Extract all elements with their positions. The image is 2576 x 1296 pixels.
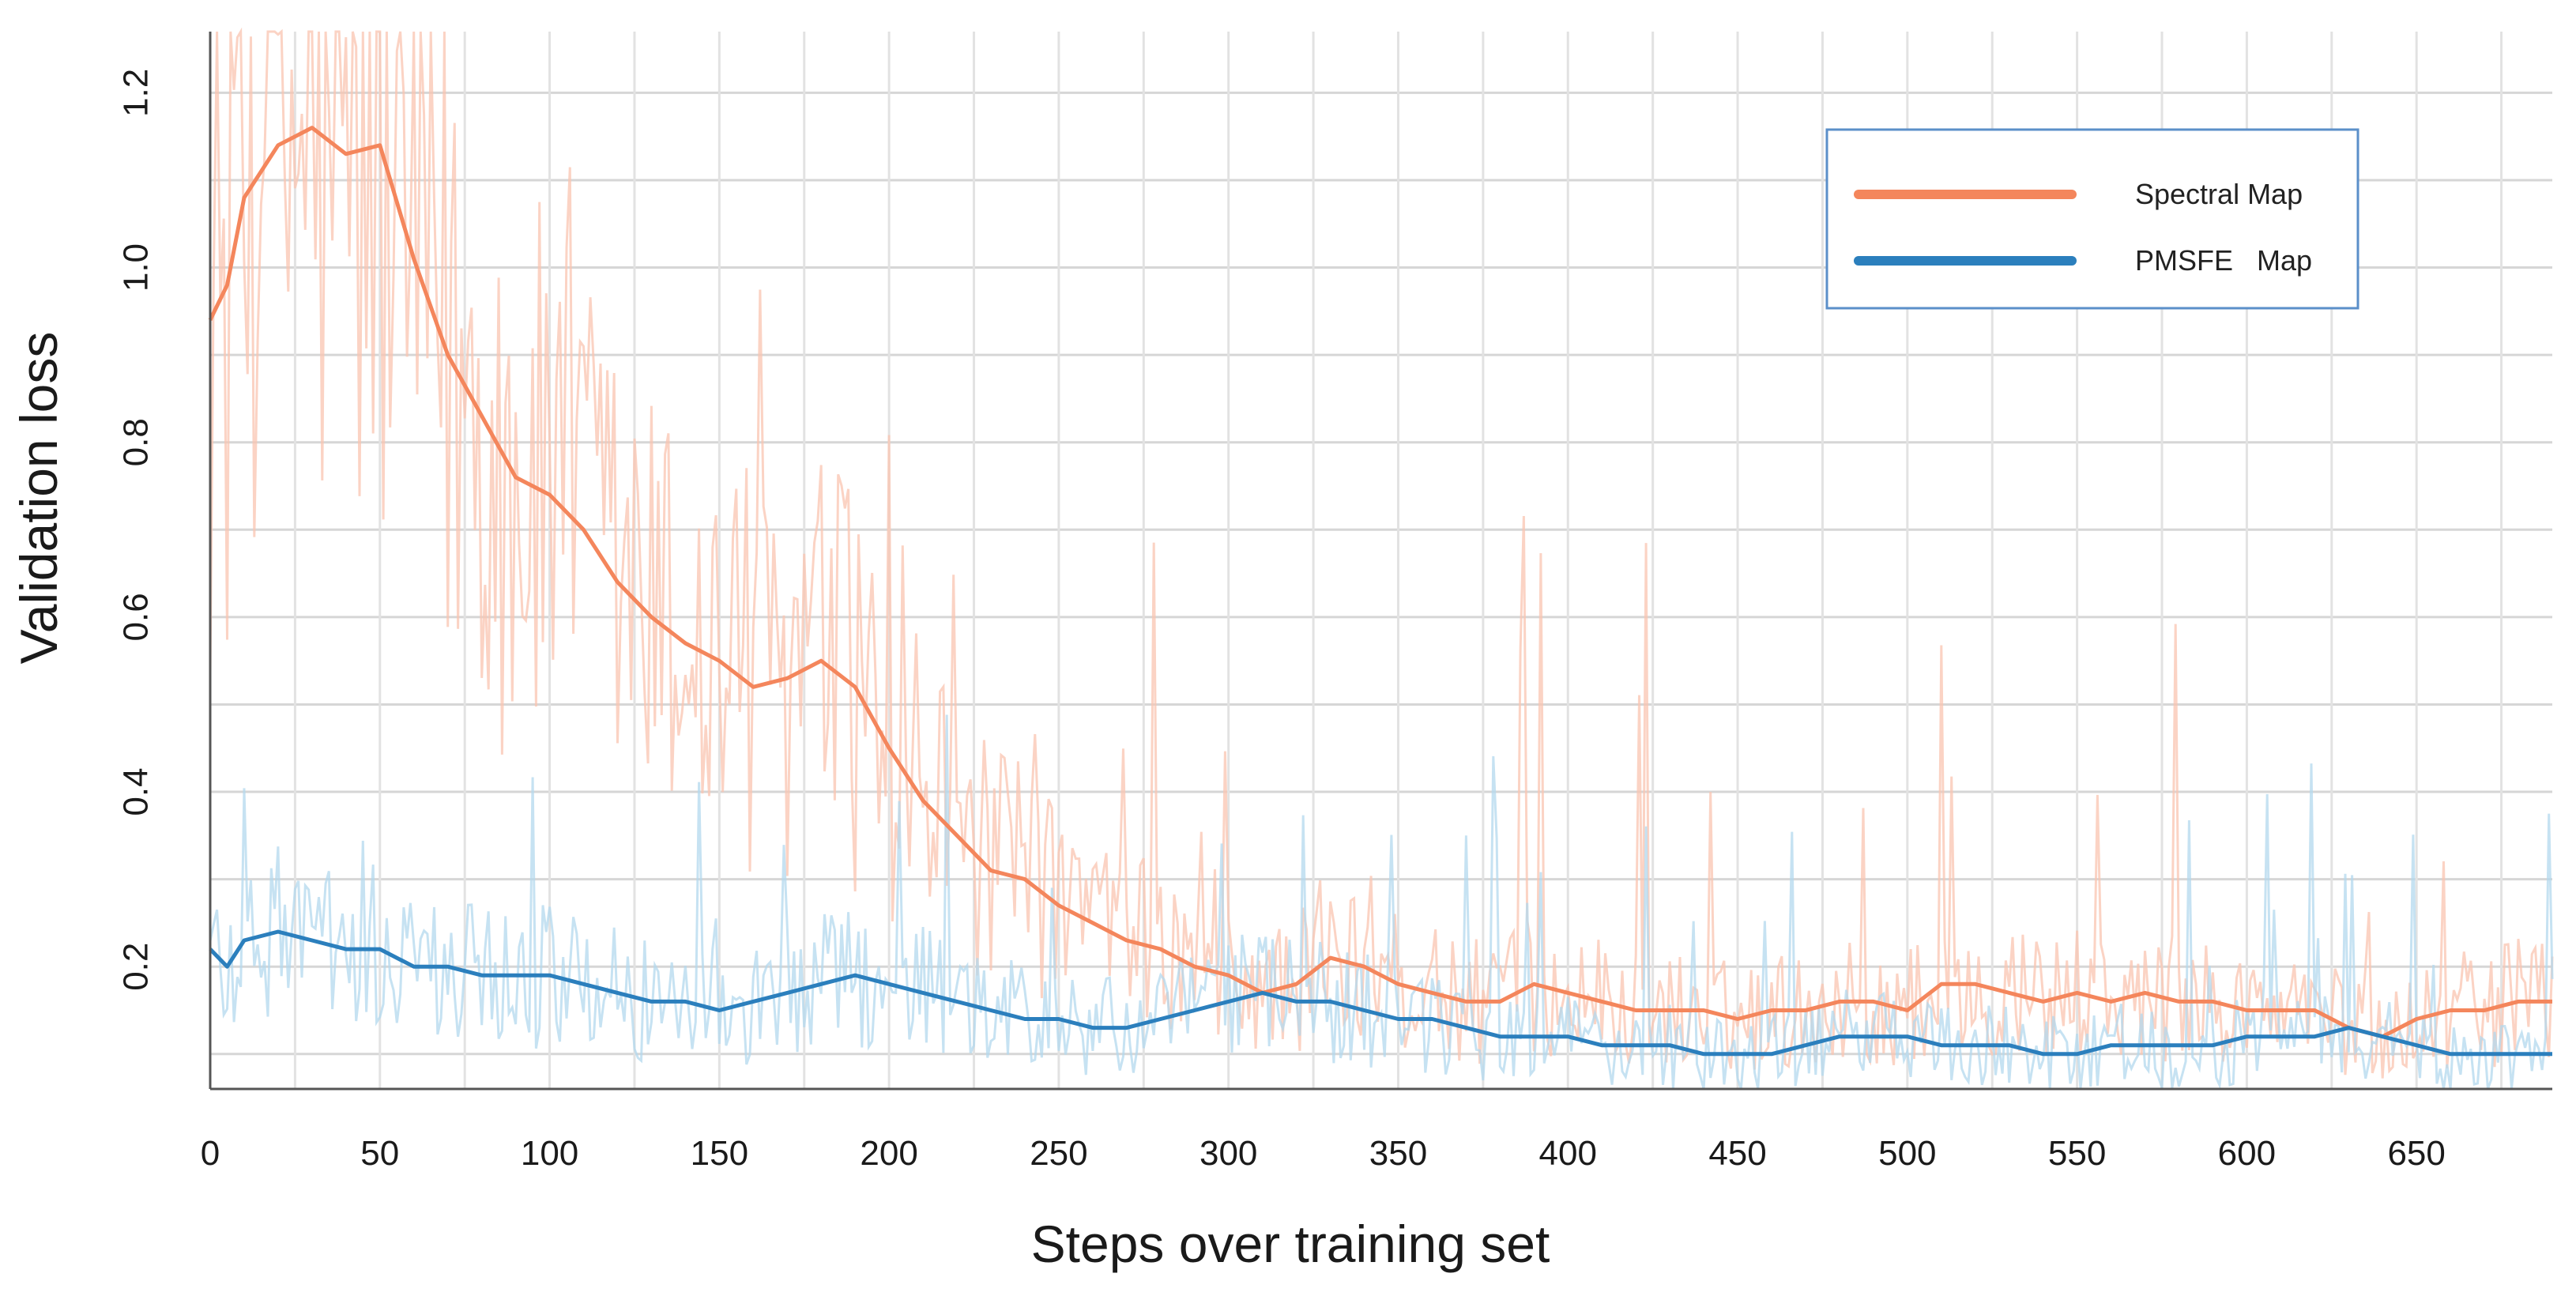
series-line-0: [208, 126, 2552, 1039]
legend: Spectral Map PMSFE Map: [1825, 128, 2359, 310]
x-tick-labels: 0 50 100 150 200 250 300 350 400 450 500 550 600 650: [201, 1134, 2446, 1173]
x-tick-label: 250: [1030, 1134, 1087, 1173]
smoothed-series: [208, 126, 2552, 1057]
x-tick-label: 300: [1199, 1134, 1257, 1173]
x-tick-label: 650: [2387, 1134, 2445, 1173]
y-tick-label: 0.6: [117, 593, 156, 641]
y-tick-label: 0.8: [117, 418, 156, 466]
x-tick-label: 100: [521, 1134, 578, 1173]
x-tick-label: 600: [2218, 1134, 2276, 1173]
x-tick-label: 350: [1369, 1134, 1427, 1173]
y-tick-label: 0.4: [117, 767, 156, 816]
x-tick-label: 200: [860, 1134, 917, 1173]
y-tick-label: 1.0: [117, 243, 156, 292]
axes: [209, 32, 2552, 1091]
x-tick-label: 450: [1708, 1134, 1766, 1173]
series-line-1: [209, 929, 2552, 1057]
raw-series-0: [209, 27, 2554, 1079]
x-tick-label: 500: [1878, 1134, 1936, 1173]
legend-label-pmsfe-map: PMSFE Map: [2135, 244, 2312, 277]
y-tick-labels: 0.2 0.4 0.6 0.8 1.0 1.2: [117, 69, 156, 991]
x-axis-title: Steps over training set: [1031, 1215, 1550, 1273]
y-axis-title: Validation loss: [9, 332, 68, 665]
x-tick-label: 0: [201, 1134, 220, 1173]
x-tick-label: 150: [691, 1134, 748, 1173]
raw-series-1: [209, 714, 2554, 1090]
x-tick-label: 550: [2048, 1134, 2106, 1173]
x-tick-label: 50: [360, 1134, 399, 1173]
legend-box: [1825, 128, 2359, 310]
y-tick-label: 1.2: [117, 69, 156, 117]
legend-label-spectral-map: Spectral Map: [2135, 178, 2303, 210]
x-tick-label: 400: [1539, 1134, 1597, 1173]
y-tick-label: 0.2: [117, 943, 156, 991]
